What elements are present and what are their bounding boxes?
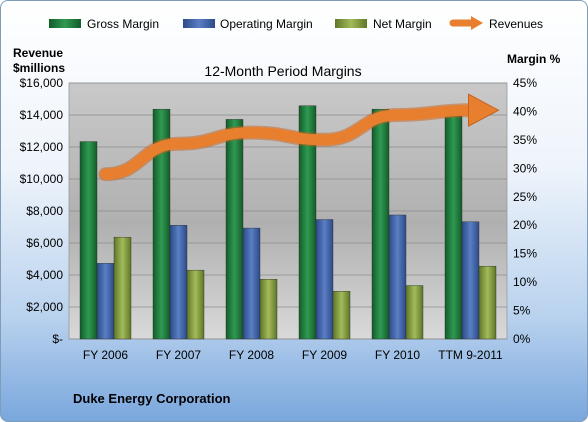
x-tick-label: FY 2010 <box>375 348 420 362</box>
left-tick-label: $16,000 <box>20 76 64 90</box>
left-axis-label-line2: $millions <box>13 61 65 75</box>
bar-gross-margin <box>79 141 98 340</box>
bar-operating-margin <box>461 221 480 340</box>
bar-operating-margin <box>169 225 188 340</box>
legend-swatch-operating-margin <box>183 19 215 28</box>
legend-arrow-head-revenues <box>471 16 483 30</box>
bar-net-margin <box>332 291 351 340</box>
left-tick-label: $6,000 <box>26 236 63 250</box>
x-tick-label: FY 2007 <box>156 348 201 362</box>
bar-gross-margin <box>152 108 171 340</box>
revenue-line-layer <box>98 93 500 182</box>
legend-label-gross-margin: Gross Margin <box>87 17 159 31</box>
x-tick-label: FY 2006 <box>83 348 128 362</box>
left-tick-label: $14,000 <box>20 108 64 122</box>
bar-net-margin <box>478 265 497 340</box>
legend-label-operating-margin: Operating Margin <box>220 17 313 31</box>
bar-net-margin <box>113 236 132 340</box>
right-tick-label: 45% <box>513 76 537 90</box>
right-axis-label: Margin % <box>507 52 561 66</box>
bar-operating-margin <box>242 227 261 340</box>
bars <box>79 105 497 340</box>
right-tick-label: 20% <box>513 218 537 232</box>
chart-title: 12-Month Period Margins <box>204 63 361 79</box>
left-tick-label: $12,000 <box>20 140 64 154</box>
x-tick-label: TTM 9-2011 <box>438 348 503 362</box>
legend-label-revenues: Revenues <box>489 17 543 31</box>
x-tick-label: FY 2008 <box>229 348 274 362</box>
left-tick-label: $2,000 <box>26 300 63 314</box>
left-tick-label: $- <box>52 332 63 346</box>
left-axis-label-line1: Revenue <box>13 46 63 60</box>
legend-swatch-gross-margin <box>49 19 81 28</box>
right-tick-label: 10% <box>513 275 537 289</box>
bar-net-margin <box>405 285 424 340</box>
right-tick-label: 5% <box>513 304 531 318</box>
right-tick-label: 30% <box>513 161 537 175</box>
legend: Gross Margin Operating Margin Net Margin… <box>49 16 543 31</box>
bar-net-margin <box>186 269 205 340</box>
bar-operating-margin <box>388 214 407 340</box>
left-tick-label: $4,000 <box>26 268 63 282</box>
right-tick-label: 25% <box>513 190 537 204</box>
gridlines <box>69 82 507 340</box>
x-tick-label: FY 2009 <box>302 348 347 362</box>
right-tick-label: 0% <box>513 332 531 346</box>
axis-ticks: $- $2,000 $4,000 $6,000 $8,000 $10,000 $12,000… <box>20 76 538 362</box>
right-tick-label: 35% <box>513 133 537 147</box>
bar-gross-margin <box>225 119 244 340</box>
legend-swatch-net-margin <box>335 19 367 28</box>
right-tick-label: 15% <box>513 247 537 261</box>
left-tick-label: $8,000 <box>26 204 63 218</box>
left-tick-label: $10,000 <box>20 172 64 186</box>
bar-net-margin <box>259 279 278 340</box>
bar-gross-margin <box>371 108 390 340</box>
legend-label-net-margin: Net Margin <box>373 17 432 31</box>
revenues-arrow-head <box>468 93 500 128</box>
revenues-line <box>100 104 476 180</box>
bar-operating-margin <box>96 263 115 340</box>
bar-operating-margin <box>315 219 334 340</box>
bar-gross-margin <box>444 115 463 340</box>
right-tick-label: 40% <box>513 104 537 118</box>
company-name: Duke Energy Corporation <box>73 391 231 406</box>
